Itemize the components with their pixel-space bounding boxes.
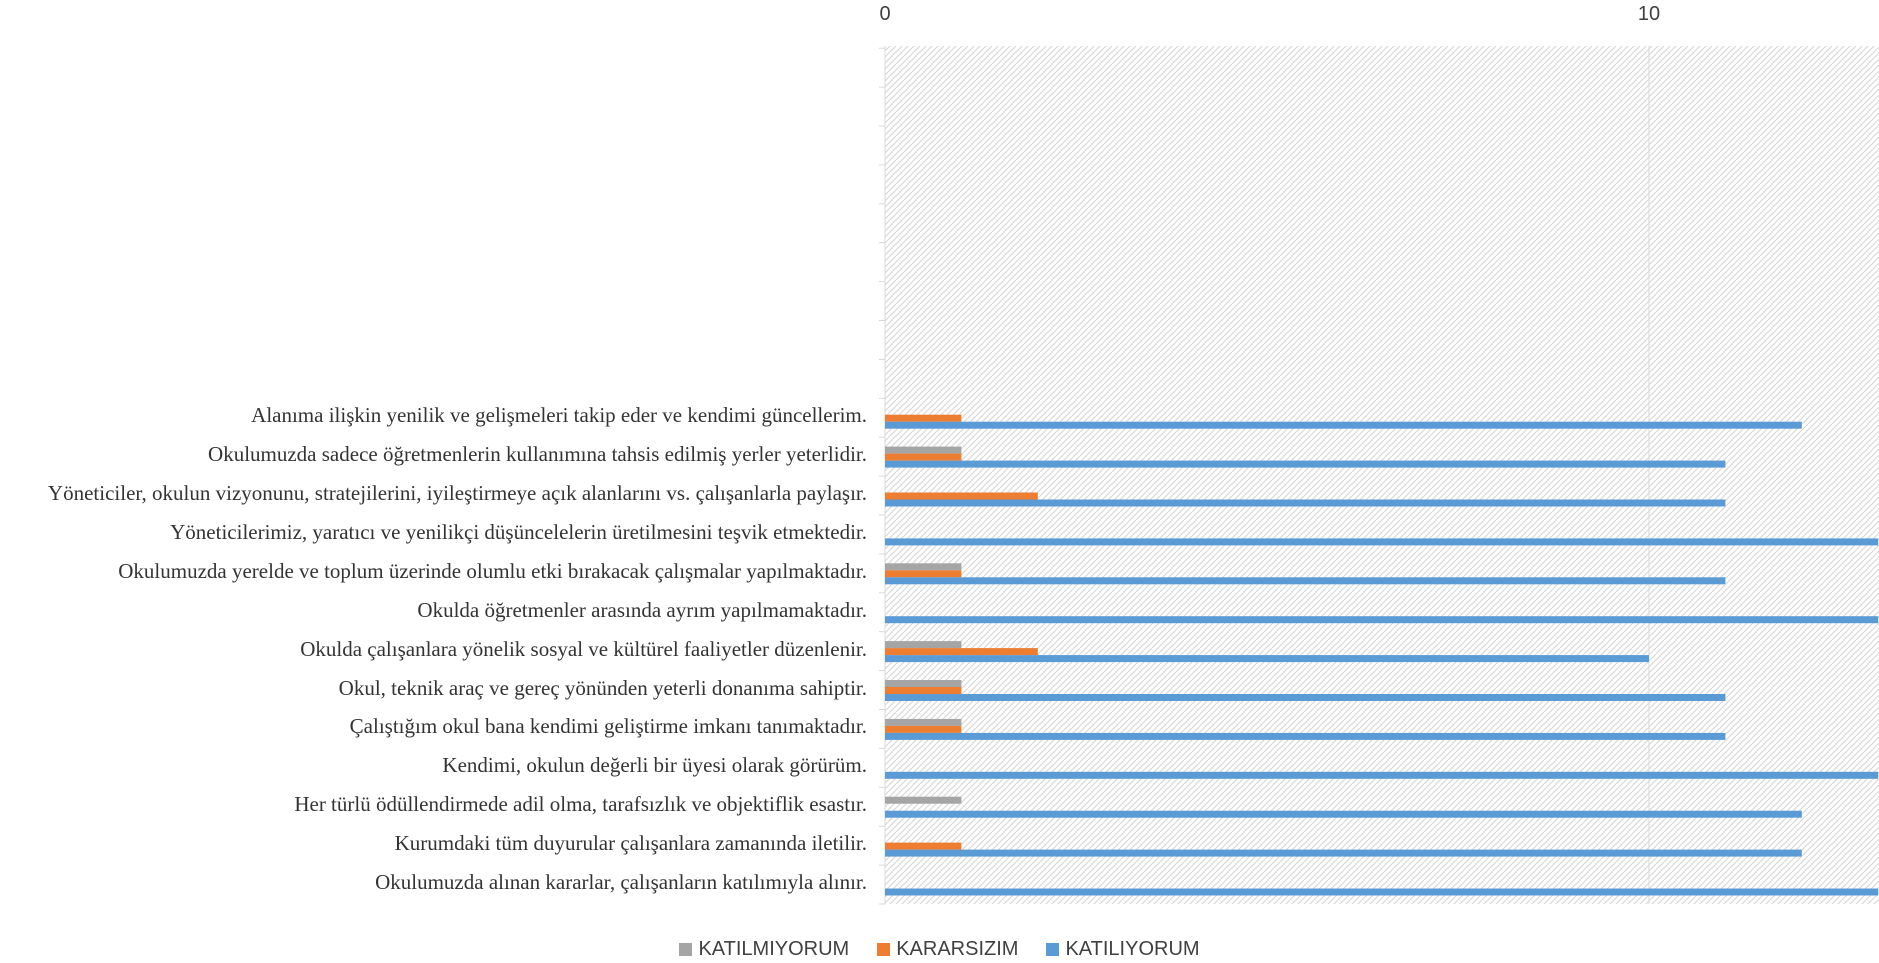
legend-item: KARARSIZIM [877, 938, 1018, 961]
bar-katiliyorum [885, 655, 1649, 663]
category-label: Çalıştığım okul bana kendimi geliştirme … [349, 714, 867, 739]
bar-katiliyorum [885, 577, 1726, 585]
bar-katiliyorum [885, 732, 1726, 740]
bar-katiliyorum [885, 849, 1802, 857]
x-tick-label: 10 [1637, 3, 1661, 25]
legend-item: KATILMIYORUM [679, 938, 849, 961]
bar-katilmiyorum [885, 641, 962, 649]
legend-label: KATILMIYORUM [698, 938, 850, 960]
bar-katilmiyorum [885, 446, 962, 454]
bar-kararsizim [885, 725, 962, 733]
bar-katiliyorum [885, 499, 1726, 507]
bar-katilmiyorum [885, 680, 962, 687]
legend-label: KATILIYORUM [1065, 938, 1200, 960]
plot-area [885, 46, 1879, 904]
bar-katilmiyorum [885, 563, 962, 571]
bar-kararsizim [885, 453, 962, 461]
category-label: Kurumdaki tüm duyurular çalışanlara zama… [394, 831, 867, 856]
bar-katilmiyorum [885, 718, 962, 726]
legend: KATILMIYORUM KARARSIZIM KATILIYORUM [0, 938, 1879, 961]
legend-label: KARARSIZIM [896, 938, 1019, 960]
bar-kararsizim [885, 570, 962, 578]
bar-katiliyorum [885, 616, 1879, 624]
bar-katiliyorum [885, 694, 1726, 701]
bar-kararsizim [885, 492, 1038, 500]
bar-katiliyorum [885, 771, 1879, 779]
category-label: Yöneticiler, okulun vizyonunu, stratejil… [47, 481, 867, 505]
category-label: Okul, teknik araç ve gereç yönünden yete… [338, 675, 867, 700]
x-tick-label: 0 [879, 3, 891, 25]
bar-kararsizim [885, 842, 962, 850]
category-label: Her türlü ödüllendirmede adil olma, tara… [294, 792, 867, 817]
bar-katilmiyorum [885, 796, 962, 804]
bar-katiliyorum [885, 460, 1726, 468]
legend-swatch [877, 943, 891, 956]
bars [885, 414, 1879, 896]
legend-swatch [679, 943, 693, 956]
bar-katiliyorum [885, 810, 1802, 818]
legend-item: KATILIYORUM [1046, 938, 1200, 961]
bar-katiliyorum [885, 421, 1802, 429]
bar-kararsizim [885, 414, 962, 422]
bar-kararsizim [885, 648, 1038, 656]
bar-katiliyorum [885, 888, 1879, 896]
category-label: Okulda öğretmenler arasında ayrım yapılm… [417, 597, 867, 622]
category-label: Okulda çalışanlara yönelik sosyal ve kül… [300, 636, 867, 661]
legend-swatch [1046, 943, 1060, 956]
category-axis [879, 46, 886, 905]
bar-katiliyorum [885, 538, 1879, 546]
category-label: Alanıma ilişkin yenilik ve gelişmeleri t… [251, 403, 867, 428]
category-label: Okulumuzda alınan kararlar, çalışanların… [375, 870, 867, 894]
category-label: Kendimi, okulun değerli bir üyesi olarak… [442, 753, 867, 778]
category-label: Okulumuzda sadece öğretmenlerin kullanım… [208, 442, 867, 467]
category-label: Okulumuzda yerelde ve toplum üzerinde ol… [118, 558, 867, 583]
category-label: Yöneticilerimiz, yaratıcı ve yenilikçi d… [170, 519, 867, 544]
bar-kararsizim [885, 687, 962, 694]
